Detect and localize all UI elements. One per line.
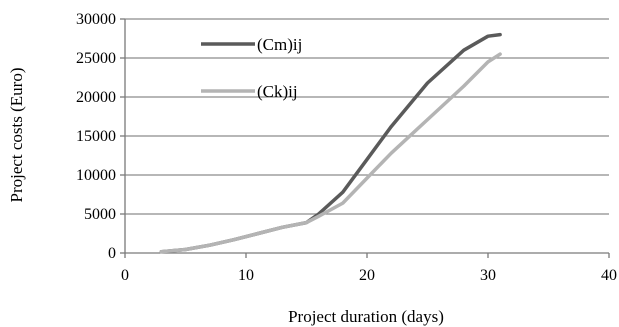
y-tick-label: 10000 [76, 167, 116, 184]
y-tick-label: 20000 [76, 89, 116, 106]
x-tick-label: 10 [238, 267, 254, 284]
gridlines [125, 18, 609, 215]
x-tick-label: 40 [601, 267, 617, 284]
x-axis-title: Project duration (days) [288, 307, 444, 326]
y-tick-label: 15000 [76, 128, 116, 145]
legend-label-cm-ij: (Cm)ij [257, 35, 302, 54]
x-tick-label: 30 [480, 267, 496, 284]
y-axis-title: Project costs (Euro) [7, 67, 26, 202]
y-tick-label: 5000 [84, 206, 116, 223]
x-tick-label: 20 [359, 267, 375, 284]
legend: (Cm)ij (Ck)ij [201, 35, 302, 101]
legend-label-ck-ij: (Ck)ij [257, 82, 298, 101]
y-tick-label: 25000 [76, 50, 116, 67]
series-line-ck-ij [159, 52, 502, 254]
y-tick-label: 0 [108, 245, 116, 262]
y-tick-label: 30000 [76, 11, 116, 28]
series-line-cm-ij [159, 32, 502, 254]
x-tick-label: 0 [121, 267, 129, 284]
axes [120, 18, 610, 258]
series-lines [159, 32, 502, 254]
tick-labels: 0 5000 10000 15000 20000 25000 30000 0 10 20 30 40 [76, 11, 617, 284]
